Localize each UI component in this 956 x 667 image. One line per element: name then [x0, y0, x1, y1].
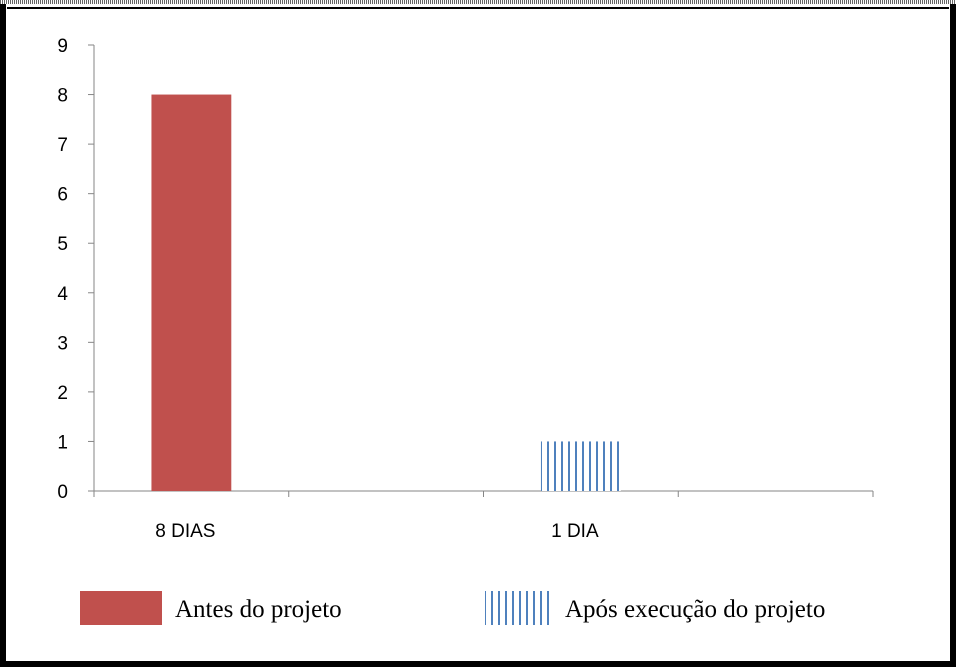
- y-tick-label: 3: [57, 333, 68, 354]
- legend-swatch: [80, 591, 162, 625]
- x-tick-label: 8 DIAS: [155, 521, 215, 542]
- legend-label: Após execução do projeto: [565, 596, 825, 623]
- y-tick-label: 8: [57, 86, 68, 107]
- y-tick-label: 7: [57, 135, 68, 156]
- bar: [540, 441, 621, 491]
- y-tick-label: 1: [57, 432, 68, 453]
- y-tick-label: 0: [57, 482, 68, 503]
- legend-swatch: [485, 591, 551, 625]
- y-tick-label: 5: [57, 234, 68, 255]
- bar: [151, 94, 232, 492]
- y-tick-label: 9: [57, 36, 68, 57]
- y-tick-label: 4: [57, 284, 68, 305]
- legend-label: Antes do projeto: [175, 596, 342, 623]
- y-tick-label: 2: [57, 383, 68, 404]
- x-tick-label: 1 DIA: [551, 521, 599, 542]
- y-tick-label: 6: [57, 185, 68, 206]
